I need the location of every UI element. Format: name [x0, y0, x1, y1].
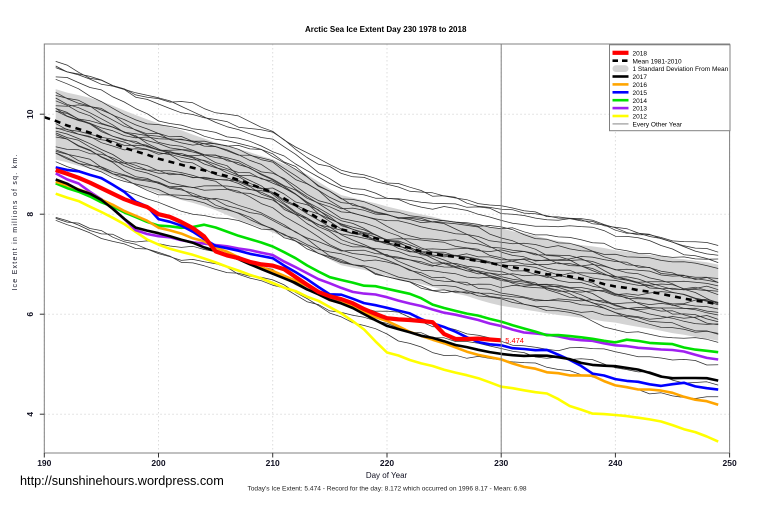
svg-text:1 Standard Deviation From Mean: 1 Standard Deviation From Mean: [633, 66, 729, 73]
svg-text:250: 250: [723, 458, 737, 468]
svg-text:Day of Year: Day of Year: [366, 471, 408, 480]
svg-text:10: 10: [25, 109, 35, 119]
svg-text:200: 200: [151, 458, 165, 468]
svg-text:Mean 1981-2010: Mean 1981-2010: [633, 58, 683, 65]
svg-text:2012: 2012: [633, 114, 648, 121]
svg-text:210: 210: [266, 458, 280, 468]
svg-text:220: 220: [380, 458, 394, 468]
svg-text:2017: 2017: [633, 74, 648, 81]
svg-text:Ice Extent in millions of sq.: Ice Extent in millions of sq. km.: [12, 153, 19, 290]
svg-text:Arctic Sea Ice Extent Day 230: Arctic Sea Ice Extent Day 230 1978 to 20…: [305, 25, 467, 34]
svg-text:6: 6: [25, 312, 35, 317]
svg-text:2018: 2018: [633, 50, 648, 57]
svg-text:Every Other Year: Every Other Year: [633, 122, 683, 129]
svg-text:2014: 2014: [633, 98, 648, 105]
svg-text:2015: 2015: [633, 90, 648, 97]
svg-text:8: 8: [25, 212, 35, 217]
svg-text:2013: 2013: [633, 106, 648, 113]
svg-text:5.474: 5.474: [505, 336, 524, 345]
svg-text:2016: 2016: [633, 82, 648, 89]
svg-text:240: 240: [608, 458, 622, 468]
svg-text:190: 190: [37, 458, 51, 468]
svg-text:230: 230: [494, 458, 508, 468]
svg-text:Today's Ice Extent: 5.474 - R: Today's Ice Extent: 5.474 - Record for t…: [247, 486, 526, 493]
svg-text:4: 4: [25, 412, 35, 417]
svg-text:http://sunshinehours.wordpress: http://sunshinehours.wordpress.com: [20, 474, 224, 488]
